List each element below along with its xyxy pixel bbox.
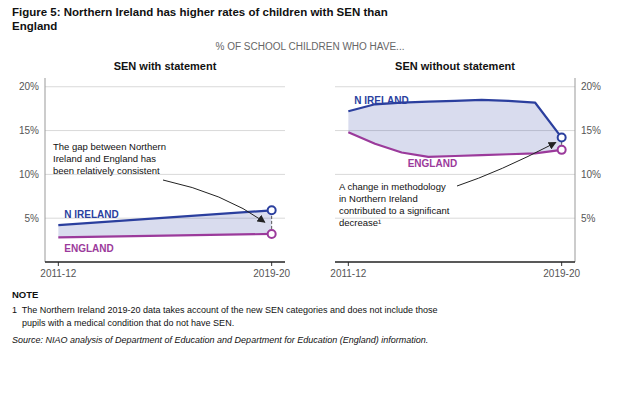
text-line: The gap between Northern <box>53 141 166 152</box>
annotation-arrow <box>457 143 556 186</box>
y-tick-label: 20% <box>581 81 601 92</box>
x-tick-label: 2019-20 <box>543 268 580 279</box>
chart-panel: SEN without statement 5% 10% 15% 20% 2011-12 2… <box>330 60 601 279</box>
figure-title: Figure 5: Northern Ireland has higher ra… <box>12 6 388 32</box>
annotation: The gap between NorthernIreland and Engl… <box>53 141 166 176</box>
text-line: Ireland and England has <box>53 153 156 164</box>
y-tick-label: 5% <box>25 213 40 224</box>
end-marker <box>268 206 276 214</box>
series-label: N IRELAND <box>64 209 118 220</box>
series-line <box>348 132 561 157</box>
text-line: contributed to a significant <box>339 205 450 216</box>
text-line: England <box>12 20 57 32</box>
end-marker <box>558 146 566 154</box>
grid-line <box>45 130 285 131</box>
chart-title: SEN with statement <box>114 60 217 72</box>
x-tick-label: 2019-20 <box>253 268 290 279</box>
y-tick-label: 20% <box>19 81 39 92</box>
series-line <box>58 234 271 238</box>
grid-line <box>335 86 575 87</box>
text-line: decrease¹ <box>339 217 381 228</box>
x-tick-label: 2011-12 <box>40 268 76 279</box>
chart-panel: SEN with statement 5% 10% 15% 20% 2011-12 2019… <box>19 60 290 279</box>
note-text: Source: NIAO analysis of Department of E… <box>12 335 428 345</box>
end-marker <box>558 134 566 142</box>
annotation: A change in methodologyin Northern Irela… <box>339 181 450 228</box>
annotation-arrow <box>163 180 265 222</box>
end-marker <box>268 230 276 238</box>
text-line: been relatively consistent <box>53 165 160 176</box>
note-heading: NOTE <box>12 289 38 300</box>
y-tick-label: 5% <box>581 213 596 224</box>
y-tick-label: 10% <box>581 169 601 180</box>
y-axis-line <box>45 78 46 262</box>
x-axis-line <box>335 261 575 263</box>
chart-root: Figure 5: Northern Ireland has higher ra… <box>0 0 620 404</box>
y-tick-label: 15% <box>19 125 39 136</box>
y-tick-label: 10% <box>19 169 39 180</box>
series-label: ENGLAND <box>408 158 457 169</box>
grid-line <box>45 86 285 87</box>
y-axis-line <box>575 78 576 262</box>
text-line: Figure 5: Northern Ireland has higher ra… <box>12 6 388 18</box>
text-line: in Northern Ireland <box>339 193 418 204</box>
figure-subtitle: % OF SCHOOL CHILDREN WHO HAVE... <box>216 41 405 52</box>
x-axis-line <box>45 261 285 263</box>
x-tick-label: 2011-12 <box>330 268 366 279</box>
plot-area <box>348 100 565 157</box>
text-line: A change in methodology <box>339 181 446 192</box>
grid-line <box>335 174 575 175</box>
gap-fill <box>348 100 561 157</box>
note-text: pupils with a medical condition that do … <box>12 318 234 328</box>
plot-area <box>58 206 275 238</box>
note-text: 1 The Northern Ireland 2019-20 data take… <box>12 305 438 315</box>
series-label: N IRELAND <box>354 95 408 106</box>
chart-title: SEN without statement <box>395 60 515 72</box>
series-label: ENGLAND <box>64 243 113 254</box>
y-tick-label: 15% <box>581 125 601 136</box>
